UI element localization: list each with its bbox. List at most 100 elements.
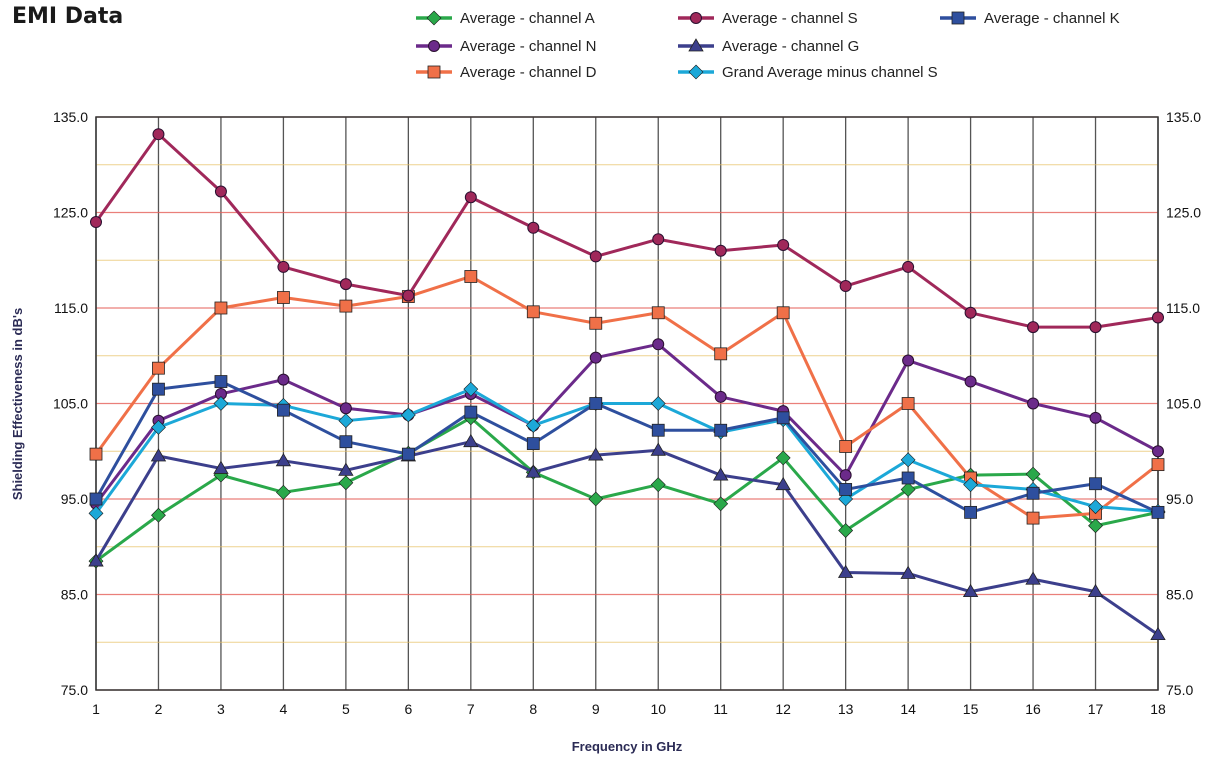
data-point bbox=[588, 491, 604, 507]
y-tick-label-left: 85.0 bbox=[61, 587, 88, 603]
data-point bbox=[277, 373, 290, 386]
data-point bbox=[338, 413, 354, 429]
data-point bbox=[401, 447, 415, 461]
y-axis-title: Shielding Effectiveness in dB's bbox=[10, 308, 25, 500]
data-point bbox=[777, 238, 790, 251]
series-line bbox=[95, 416, 1159, 563]
data-point bbox=[88, 505, 104, 521]
data-point bbox=[837, 564, 854, 578]
x-tick-label: 6 bbox=[404, 701, 412, 717]
legend-marker bbox=[951, 11, 965, 25]
data-point bbox=[152, 382, 165, 396]
data-point bbox=[714, 347, 728, 361]
x-tick-label: 1 bbox=[92, 701, 100, 717]
data-point bbox=[464, 270, 478, 283]
data-point bbox=[839, 280, 852, 293]
x-tick-label: 8 bbox=[529, 701, 537, 717]
data-point bbox=[900, 482, 916, 497]
y-tick-label-left: 75.0 bbox=[61, 682, 88, 698]
data-point bbox=[338, 475, 354, 491]
data-point bbox=[776, 306, 790, 320]
series-line bbox=[94, 132, 1159, 329]
legend-label: Average - channel A bbox=[460, 10, 595, 27]
y-tick-label-left: 105.0 bbox=[53, 396, 88, 412]
data-point bbox=[402, 289, 415, 302]
data-point bbox=[1088, 518, 1103, 534]
data-point bbox=[463, 433, 479, 448]
legend-entry: Grand Average minus channel S bbox=[678, 64, 938, 81]
data-point bbox=[214, 301, 228, 315]
legend-entry: Average - channel S bbox=[678, 10, 858, 27]
data-point bbox=[1087, 583, 1104, 598]
series-line bbox=[94, 380, 1159, 514]
data-point bbox=[339, 402, 352, 415]
legend-label: Average - channel G bbox=[722, 38, 859, 55]
data-point bbox=[713, 467, 729, 481]
data-point bbox=[1151, 505, 1165, 519]
data-point bbox=[651, 306, 665, 320]
data-point bbox=[214, 185, 227, 198]
chart-title: EMI Data bbox=[12, 4, 124, 29]
data-point bbox=[838, 523, 854, 538]
data-point bbox=[151, 419, 166, 435]
data-point bbox=[713, 496, 729, 512]
y-tick-label-left: 125.0 bbox=[53, 205, 88, 221]
data-point bbox=[900, 565, 916, 579]
legend-label: Average - channel N bbox=[460, 38, 596, 55]
data-point bbox=[964, 505, 977, 519]
data-point bbox=[1026, 486, 1040, 500]
data-point bbox=[214, 375, 228, 388]
x-tick-label: 13 bbox=[838, 701, 854, 717]
y-tick-label-right: 115.0 bbox=[1166, 300, 1200, 316]
data-point bbox=[527, 221, 540, 234]
legend-entry: Average - channel K bbox=[940, 10, 1120, 27]
legend-marker bbox=[427, 65, 441, 79]
series-line bbox=[94, 342, 1159, 505]
data-point bbox=[964, 375, 977, 388]
data-point bbox=[652, 338, 665, 351]
legend-entry: Average - channel N bbox=[416, 38, 596, 55]
x-tick-label: 4 bbox=[280, 701, 288, 717]
data-point bbox=[526, 437, 540, 451]
x-tick-label: 7 bbox=[467, 701, 475, 717]
x-tick-label: 5 bbox=[342, 701, 350, 717]
data-point bbox=[90, 216, 102, 229]
data-point bbox=[89, 492, 103, 506]
legend-marker bbox=[426, 10, 442, 26]
data-point bbox=[1026, 511, 1040, 525]
data-point bbox=[652, 233, 665, 246]
data-point bbox=[1089, 477, 1102, 491]
x-tick-label: 3 bbox=[217, 701, 225, 717]
data-point bbox=[525, 464, 541, 478]
data-point bbox=[775, 450, 791, 466]
legend-marker bbox=[690, 12, 702, 24]
legend-marker bbox=[688, 64, 704, 80]
x-tick-label: 18 bbox=[1150, 701, 1166, 717]
data-point bbox=[151, 507, 166, 523]
data-point bbox=[277, 260, 290, 273]
data-point bbox=[901, 471, 915, 485]
data-point bbox=[1088, 499, 1103, 515]
data-point bbox=[339, 435, 353, 449]
y-tick-label-right: 125.0 bbox=[1166, 205, 1201, 221]
series-line bbox=[94, 440, 1159, 636]
data-point bbox=[775, 476, 791, 491]
data-point bbox=[1151, 458, 1165, 472]
data-point bbox=[901, 397, 915, 410]
data-point bbox=[589, 397, 603, 410]
data-point bbox=[650, 396, 666, 411]
data-point bbox=[588, 447, 604, 461]
x-tick-label: 9 bbox=[592, 701, 600, 717]
data-point bbox=[464, 191, 477, 204]
data-point bbox=[714, 244, 727, 257]
series-6 bbox=[89, 375, 1165, 519]
y-tick-label-right: 135.0 bbox=[1166, 109, 1201, 125]
data-point bbox=[1025, 466, 1041, 482]
data-point bbox=[1089, 411, 1102, 424]
x-tick-label: 2 bbox=[155, 701, 163, 717]
data-point bbox=[338, 462, 354, 476]
legend-label: Average - channel S bbox=[722, 10, 858, 27]
data-point bbox=[152, 128, 165, 141]
data-point bbox=[1027, 321, 1040, 334]
data-point bbox=[89, 447, 103, 461]
